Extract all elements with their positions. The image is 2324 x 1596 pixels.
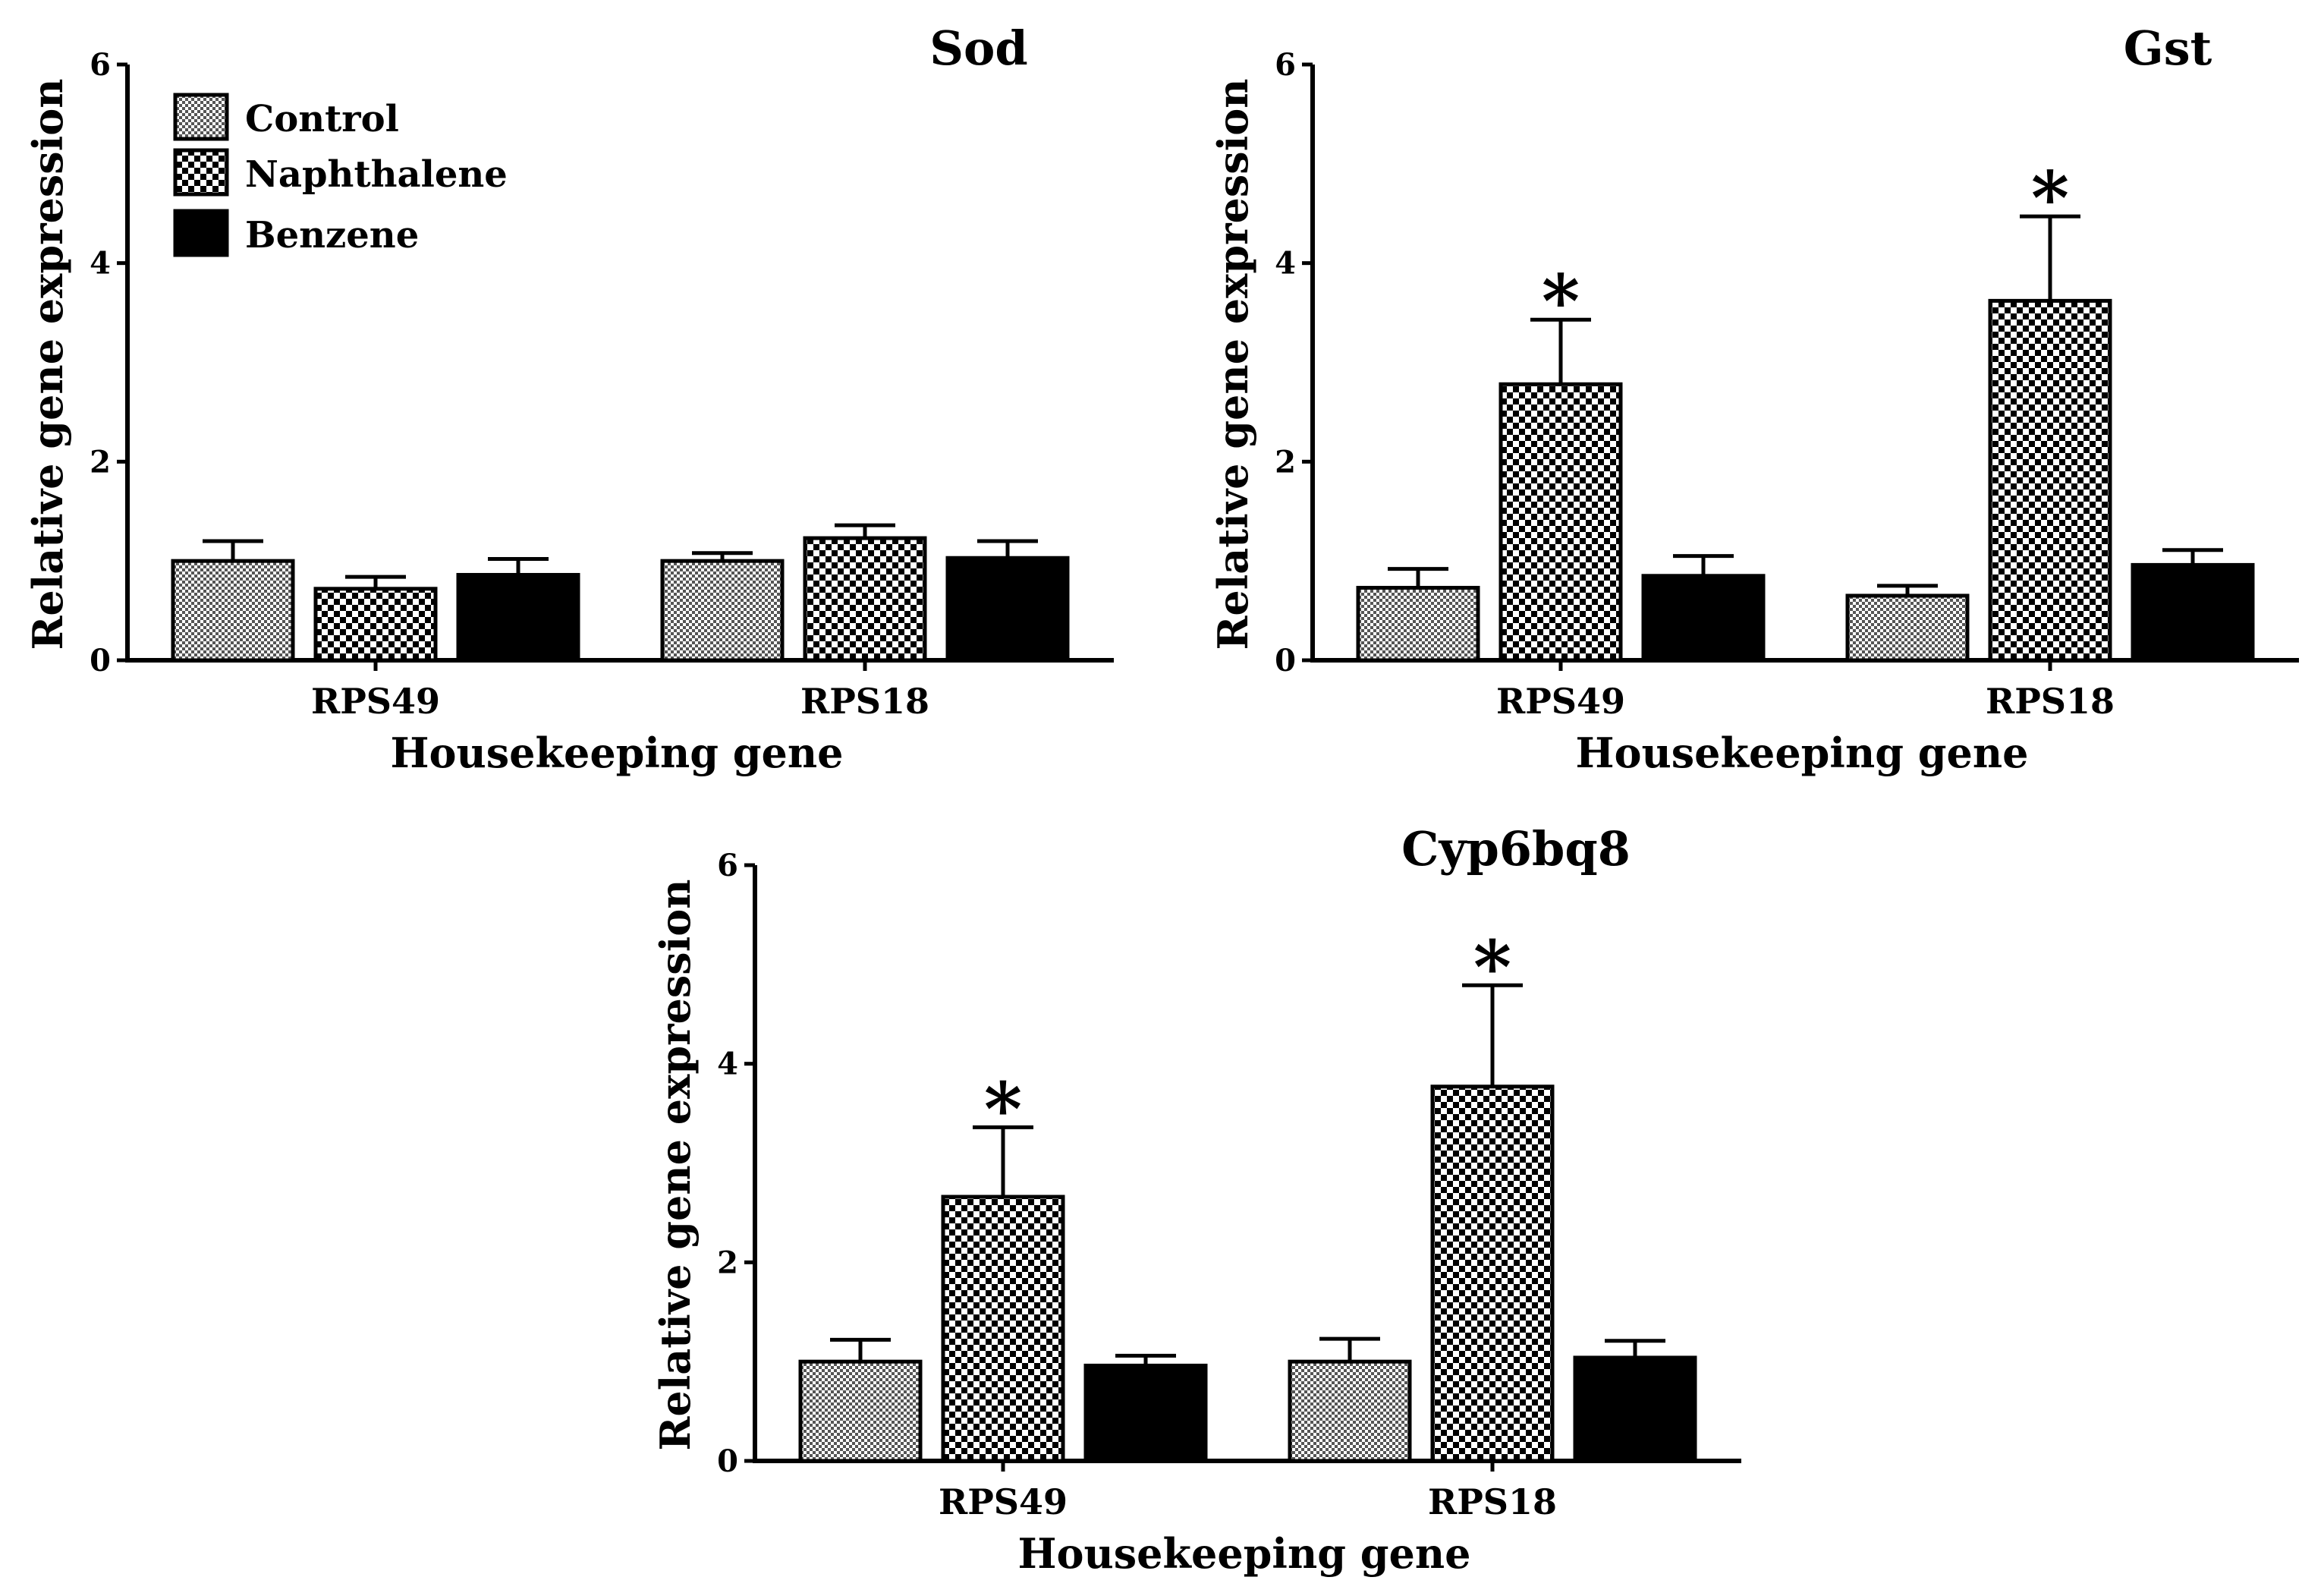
bar-rps18-naphthalene bbox=[1988, 298, 2112, 663]
bar-rps49-benzene bbox=[1641, 574, 1766, 663]
bar-rps18-naphthalene bbox=[803, 536, 927, 663]
y-tick-label: 0 bbox=[1275, 643, 1296, 678]
significance-star-rps49: * bbox=[1542, 259, 1580, 345]
y-tick-label: 6 bbox=[90, 47, 111, 83]
x-tick-label-rps18: RPS18 bbox=[1428, 1481, 1557, 1522]
plot-area: 0 2 4 6 * RPS49 * RPS18 bbox=[1275, 47, 2299, 722]
legend-label-control: Control bbox=[245, 98, 399, 140]
bar-rps18-control bbox=[1288, 1359, 1412, 1463]
bar-rps49-benzene bbox=[456, 572, 580, 663]
significance-star-rps18: * bbox=[1473, 924, 1511, 1010]
bar-rps49-naphthalene bbox=[1498, 382, 1623, 663]
bar-rps18-benzene bbox=[945, 556, 1070, 663]
plot-area: 0 2 4 6 * RPS49 * RPS18 bbox=[717, 848, 1741, 1522]
panel-gst: Gst Relative gene expression Housekeepin… bbox=[1209, 20, 2299, 777]
y-tick-label: 4 bbox=[717, 1047, 738, 1082]
x-tick-label-rps18: RPS18 bbox=[1986, 681, 2115, 722]
bar-rps49-naphthalene bbox=[313, 587, 438, 663]
y-axis-label: Relative gene expression bbox=[651, 880, 700, 1451]
x-tick-label-rps18: RPS18 bbox=[800, 681, 929, 722]
significance-star-rps49: * bbox=[984, 1066, 1022, 1152]
legend-label-benzene: Benzene bbox=[245, 214, 419, 257]
bar-rps18-naphthalene bbox=[1430, 1084, 1555, 1463]
x-axis-label: Housekeeping gene bbox=[390, 729, 843, 777]
plot-area: 0 2 4 6 RPS49 RPS18 bbox=[90, 47, 1114, 722]
bar-rps49-control bbox=[171, 559, 295, 663]
bar-rps49-control bbox=[1356, 585, 1480, 663]
significance-star-rps18: * bbox=[2031, 156, 2069, 241]
legend: Control Naphthalene Benzene bbox=[173, 93, 508, 257]
y-tick-label: 4 bbox=[1275, 246, 1296, 282]
x-tick-label-rps49: RPS49 bbox=[311, 681, 440, 722]
panel-cyp6bq8: Cyp6bq8 Relative gene expression Houseke… bbox=[651, 821, 1741, 1578]
y-tick-label: 0 bbox=[717, 1443, 738, 1479]
y-tick-label: 6 bbox=[717, 848, 738, 883]
y-tick-label: 4 bbox=[90, 246, 111, 282]
legend-swatch-naphthalene bbox=[173, 148, 229, 197]
bar-rps18-benzene bbox=[1573, 1355, 1697, 1463]
legend-swatch-control bbox=[173, 93, 229, 141]
bar-rps49-naphthalene bbox=[941, 1195, 1065, 1463]
chart-title: Cyp6bq8 bbox=[1401, 821, 1631, 877]
legend-label-naphthalene: Naphthalene bbox=[245, 153, 508, 196]
y-axis-label: Relative gene expression bbox=[1209, 79, 1257, 650]
bar-rps49-control bbox=[798, 1359, 923, 1463]
bar-rps18-control bbox=[1845, 593, 1970, 663]
chart-title: Gst bbox=[2124, 20, 2212, 76]
panel-sod: Sod Relative gene expression Housekeepin… bbox=[24, 20, 1114, 777]
chart-title: Sod bbox=[929, 20, 1027, 76]
bar-rps49-benzene bbox=[1083, 1363, 1208, 1463]
y-tick-label: 2 bbox=[1275, 444, 1296, 480]
x-tick-label-rps49: RPS49 bbox=[1496, 681, 1625, 722]
y-axis-label: Relative gene expression bbox=[24, 79, 72, 650]
y-tick-label: 2 bbox=[717, 1245, 738, 1280]
x-axis-label: Housekeeping gene bbox=[1017, 1529, 1470, 1578]
bar-rps18-benzene bbox=[2131, 562, 2255, 663]
x-tick-label-rps49: RPS49 bbox=[939, 1481, 1068, 1522]
x-axis-label: Housekeeping gene bbox=[1575, 729, 2028, 777]
bar-rps18-control bbox=[660, 559, 785, 663]
y-tick-label: 6 bbox=[1275, 47, 1296, 83]
y-tick-label: 0 bbox=[90, 643, 111, 678]
y-tick-label: 2 bbox=[90, 444, 111, 480]
legend-swatch-benzene bbox=[173, 209, 229, 257]
